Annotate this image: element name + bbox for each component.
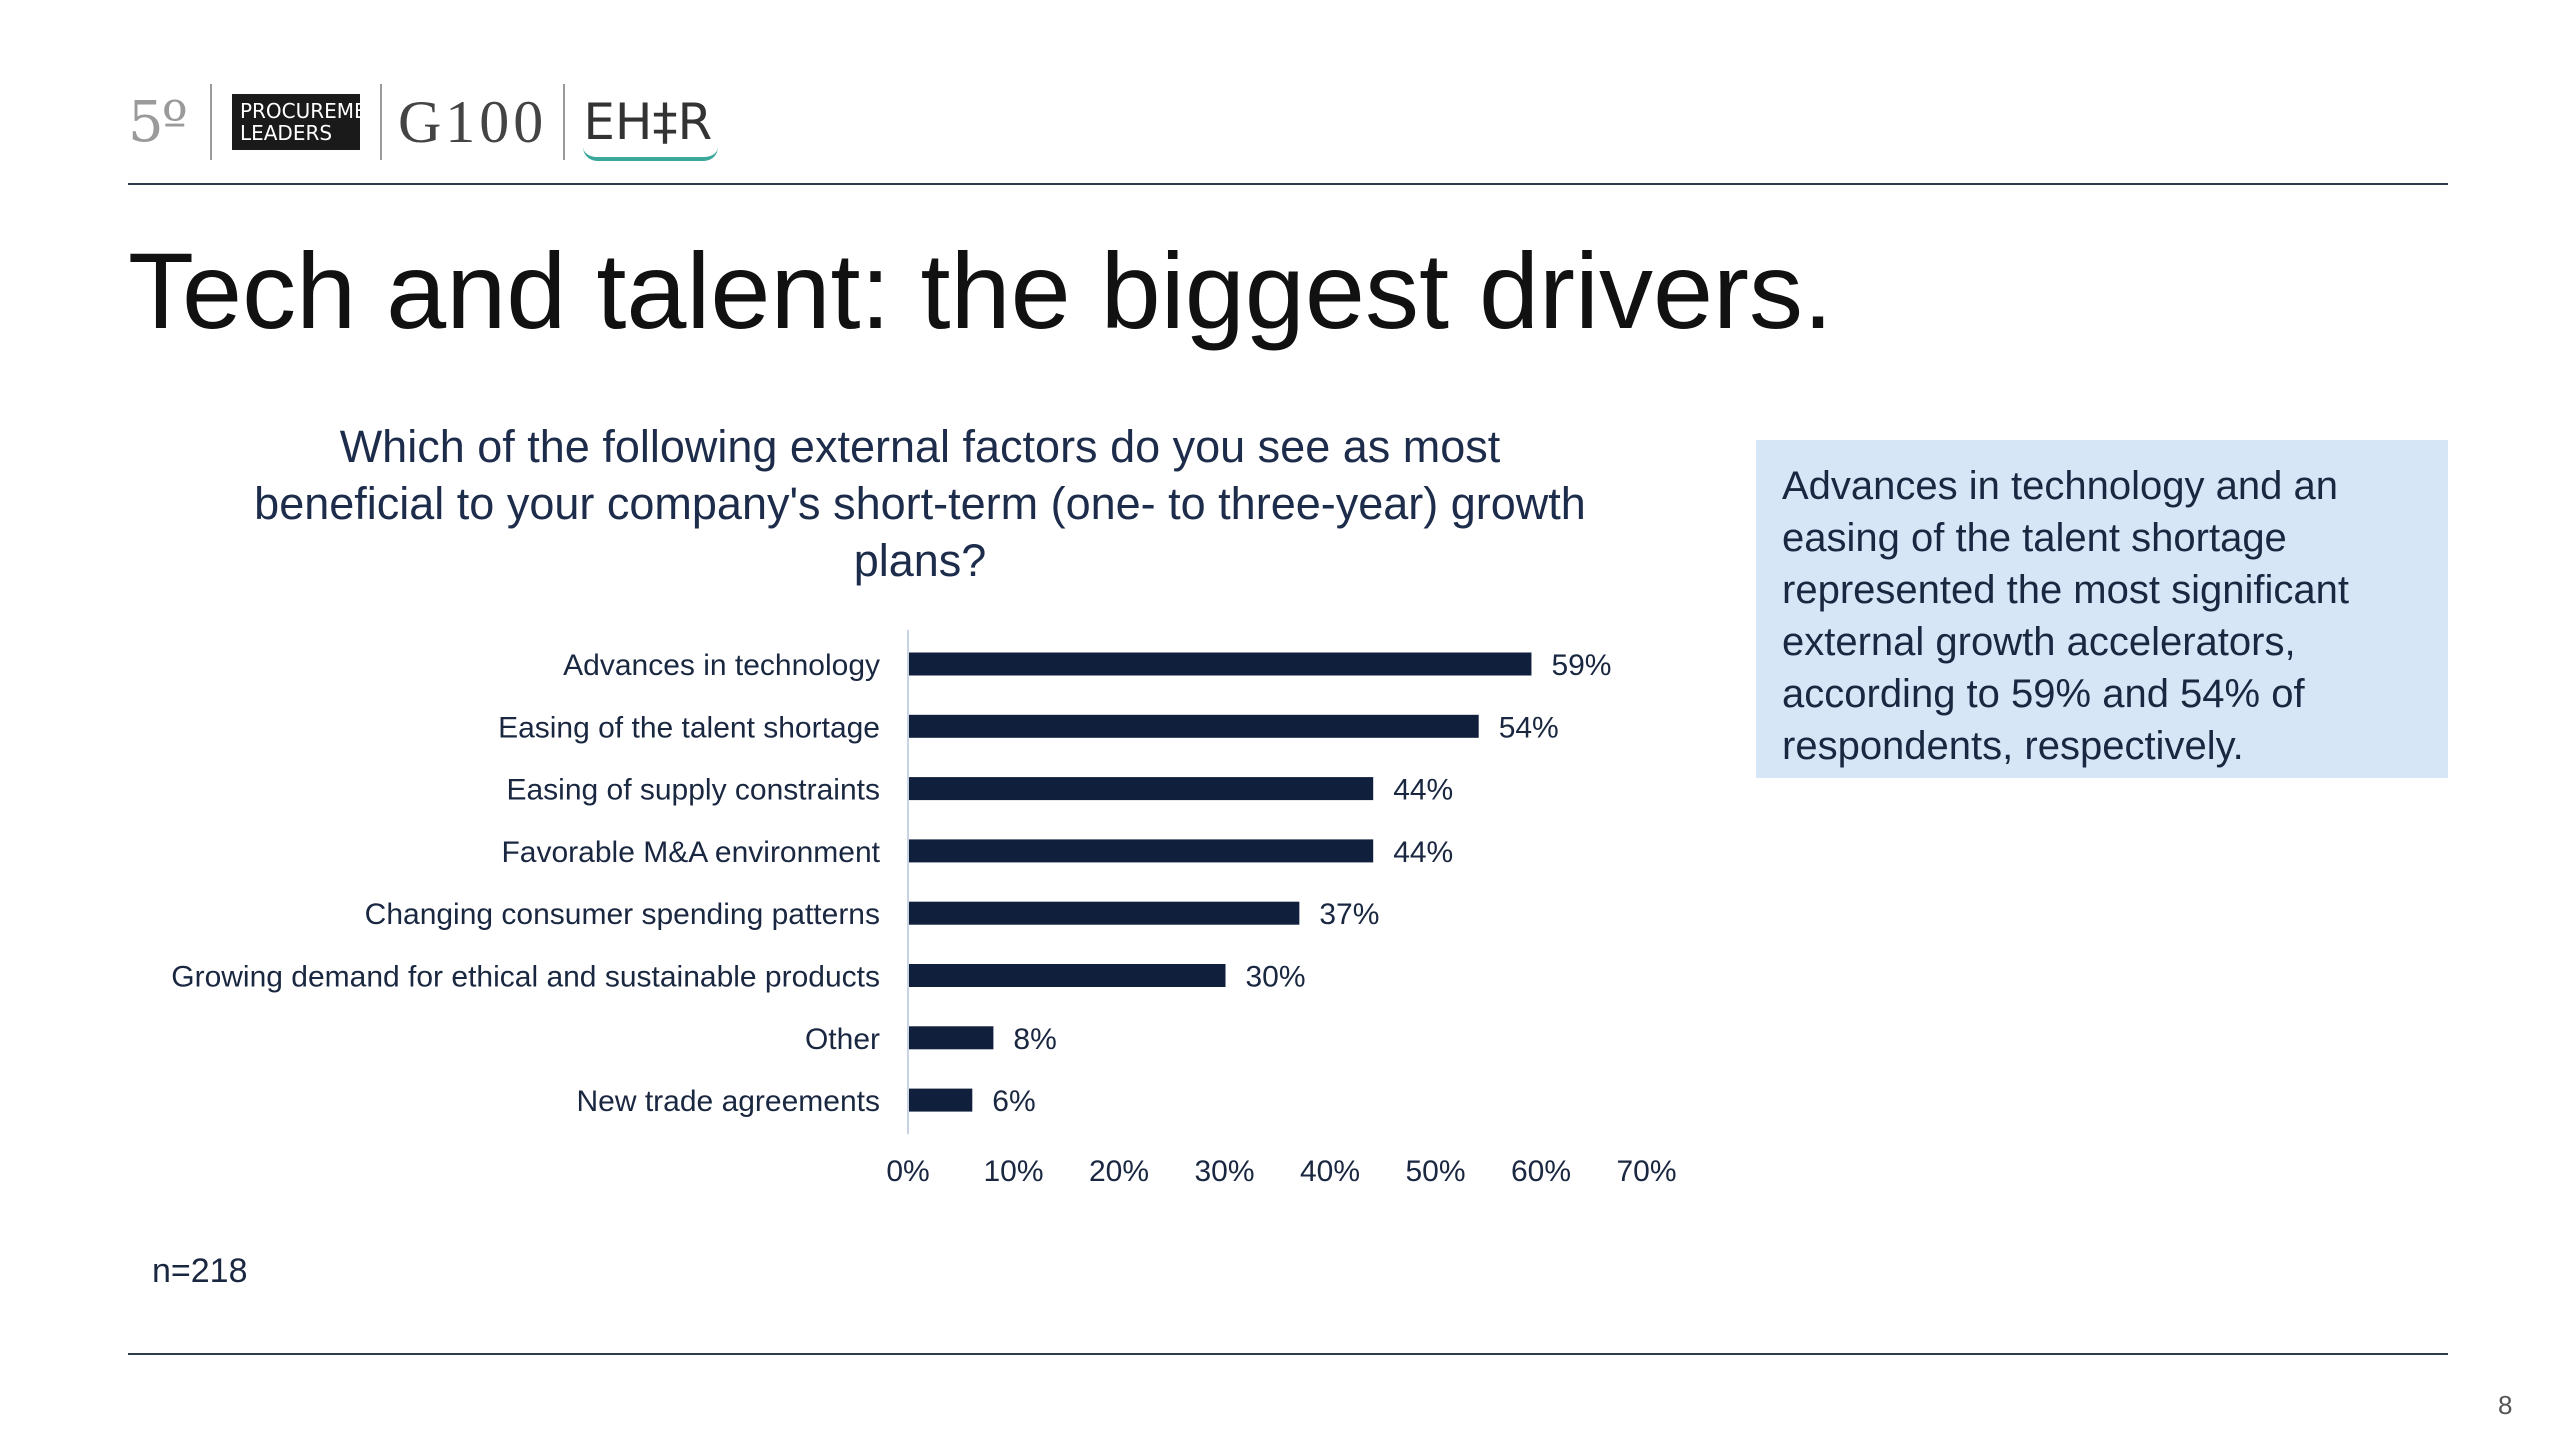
bar-group: Advances in technology 59% Easing of the t… bbox=[171, 630, 1677, 1188]
category-label: Changing consumer spending patterns bbox=[365, 898, 880, 931]
procurement-leaders-logo: PROCUREMENT LEADERS bbox=[231, 94, 394, 150]
x-tick-label: 70% bbox=[1616, 1155, 1676, 1188]
data-label: 37% bbox=[1319, 898, 1379, 931]
logo-bar: 5º PROCUREMENT LEADERS G100 EH‡R bbox=[128, 80, 719, 164]
x-tick-label: 10% bbox=[983, 1155, 1043, 1188]
procurement-logo-line1: PROCUREMENT bbox=[239, 99, 394, 123]
bar bbox=[909, 1088, 973, 1112]
data-label: 44% bbox=[1393, 836, 1453, 869]
category-label: Easing of supply constraints bbox=[506, 774, 880, 807]
bar bbox=[909, 839, 1374, 863]
x-tick-label: 0% bbox=[886, 1155, 929, 1188]
g100-logo: G100 bbox=[397, 88, 548, 155]
sample-size-note: n=218 bbox=[152, 1252, 248, 1290]
category-label: Growing demand for ethical and sustainab… bbox=[171, 961, 880, 994]
footer-rule bbox=[128, 1353, 2448, 1355]
bar bbox=[909, 652, 1532, 676]
category-label: New trade agreements bbox=[577, 1085, 881, 1118]
ehir-logo: EH‡R bbox=[565, 93, 719, 161]
page-number: 8 bbox=[2498, 1390, 2513, 1420]
category-label: Easing of the talent shortage bbox=[498, 711, 880, 744]
x-tick-label: 20% bbox=[1089, 1155, 1149, 1188]
data-label: 30% bbox=[1246, 961, 1306, 994]
callout-box: Advances in technology and an easing of … bbox=[1756, 440, 2448, 778]
data-label: 54% bbox=[1499, 711, 1559, 744]
fifty-years-logo: 5º bbox=[128, 89, 188, 155]
category-label: Advances in technology bbox=[563, 649, 880, 682]
ehir-swoosh-icon bbox=[583, 147, 719, 161]
logo-divider bbox=[379, 84, 382, 160]
bar bbox=[909, 714, 1479, 738]
data-label: 59% bbox=[1551, 649, 1611, 682]
chart-title: Which of the following external factors … bbox=[254, 421, 1586, 586]
x-tick-label: 40% bbox=[1300, 1155, 1360, 1188]
logo-divider bbox=[209, 84, 212, 160]
bar bbox=[909, 1026, 994, 1050]
bar bbox=[909, 901, 1300, 925]
page-title: Tech and talent: the biggest drivers. bbox=[128, 230, 1834, 351]
x-tick-label: 60% bbox=[1511, 1155, 1571, 1188]
bar bbox=[909, 777, 1374, 801]
logo-divider bbox=[563, 84, 566, 160]
procurement-logo-line2: LEADERS bbox=[239, 121, 333, 145]
data-label: 44% bbox=[1393, 774, 1453, 807]
category-label: Other bbox=[805, 1023, 880, 1056]
ehir-logo-text: EH‡R bbox=[583, 93, 713, 151]
x-tick-label: 30% bbox=[1194, 1155, 1254, 1188]
data-label: 6% bbox=[992, 1085, 1035, 1118]
data-label: 8% bbox=[1013, 1023, 1056, 1056]
header-rule bbox=[128, 183, 2448, 185]
bar bbox=[909, 964, 1226, 987]
category-label: Favorable M&A environment bbox=[501, 836, 880, 869]
x-tick-label: 50% bbox=[1405, 1155, 1465, 1188]
